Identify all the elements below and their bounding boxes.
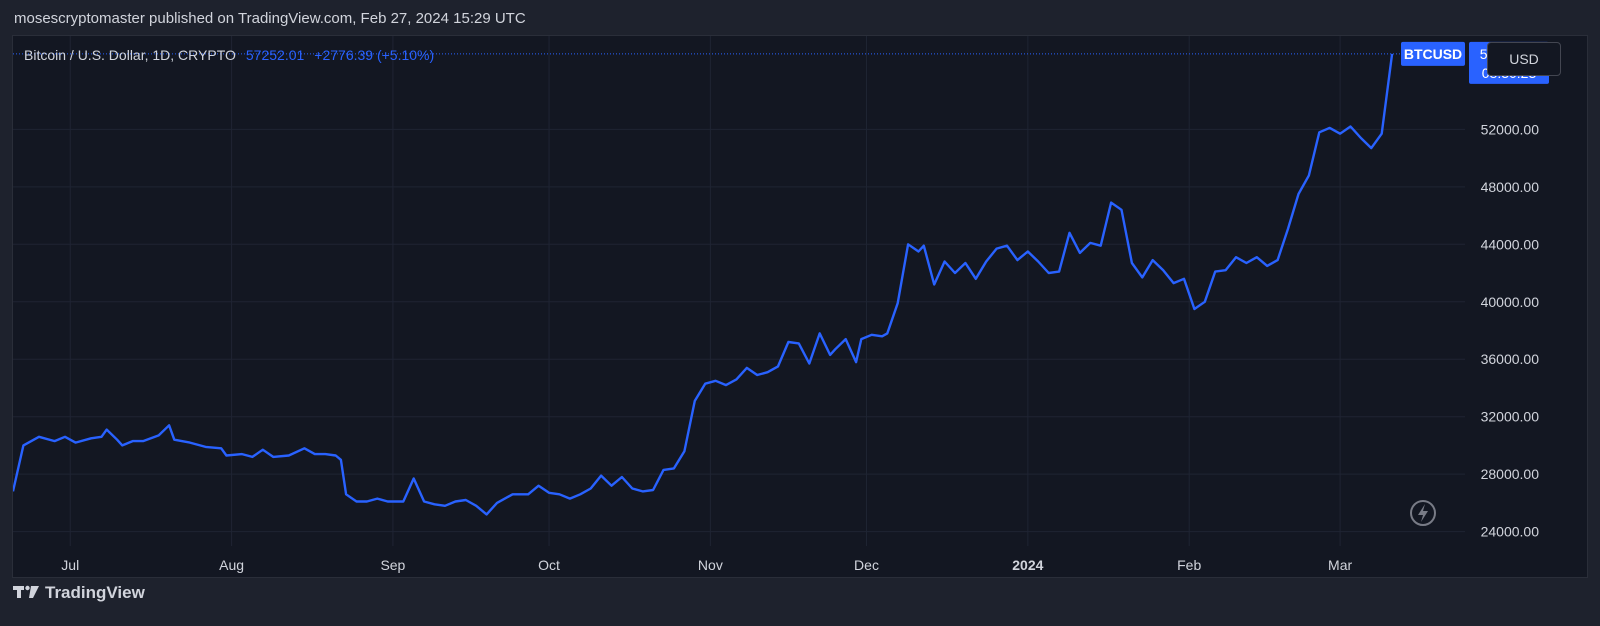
symbol-legend: Bitcoin / U.S. Dollar, 1D, CRYPTO 57252.… bbox=[24, 47, 434, 63]
x-tick-label: Oct bbox=[538, 557, 560, 573]
lightning-icon[interactable] bbox=[1410, 500, 1436, 526]
ticker-tag-label: BTCUSD bbox=[1404, 46, 1462, 62]
footer-brand: TradingView bbox=[45, 583, 145, 602]
x-tick-label: Sep bbox=[380, 557, 405, 573]
y-tick-label: 36000.00 bbox=[1481, 351, 1540, 367]
y-tick-label: 48000.00 bbox=[1481, 179, 1540, 195]
x-tick-label: Feb bbox=[1177, 557, 1201, 573]
y-tick-label: 40000.00 bbox=[1481, 294, 1540, 310]
y-tick-label: 28000.00 bbox=[1481, 466, 1540, 482]
y-tick-label: 52000.00 bbox=[1481, 121, 1540, 137]
legend-change: +2776.39 (+5.10%) bbox=[314, 47, 435, 63]
ticker-tag bbox=[1401, 41, 1465, 66]
footer-logo[interactable]: TradingView bbox=[13, 583, 145, 603]
x-tick-label: Jul bbox=[61, 557, 79, 573]
symbol-description: Bitcoin / U.S. Dollar, 1D, CRYPTO bbox=[24, 47, 236, 63]
x-tick-label: Aug bbox=[219, 557, 244, 573]
price-line bbox=[13, 53, 1394, 516]
y-tick-label: 44000.00 bbox=[1481, 236, 1540, 252]
chart-panel[interactable]: 24000.00 28000.00 32000.00 36000.00 40000.00… bbox=[12, 35, 1588, 578]
legend-last-price: 57252.01 bbox=[245, 47, 305, 63]
x-tick-label: Mar bbox=[1328, 557, 1352, 573]
y-tick-label: 32000.00 bbox=[1481, 409, 1540, 425]
x-tick-label: Dec bbox=[854, 557, 879, 573]
y-tick-label: 24000.00 bbox=[1481, 524, 1540, 540]
tradingview-logo-icon bbox=[13, 584, 39, 603]
price-chart[interactable]: 24000.00 28000.00 32000.00 36000.00 40000.00… bbox=[13, 36, 1588, 578]
currency-button[interactable]: USD bbox=[1487, 42, 1561, 76]
x-tick-label: 2024 bbox=[1012, 557, 1043, 573]
published-info: mosescryptomaster published on TradingVi… bbox=[14, 10, 526, 27]
x-tick-label: Nov bbox=[698, 557, 723, 573]
